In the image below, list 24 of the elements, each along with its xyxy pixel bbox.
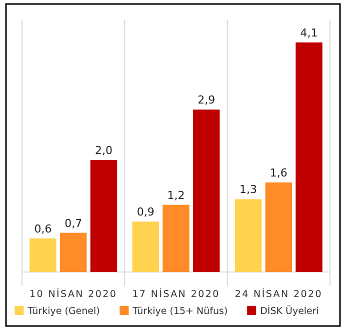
legend-label: Türkiye (15+ Nüfus): [132, 306, 228, 317]
data-label: 1,2: [167, 188, 185, 202]
data-label: 1,6: [270, 166, 288, 180]
data-label: 0,9: [136, 206, 154, 219]
data-label: 0,6: [34, 222, 52, 236]
data-label: 0,7: [64, 216, 82, 230]
x-tick-label: 24 NİSAN 2020: [234, 288, 322, 300]
bar: [234, 199, 262, 272]
bar: [90, 160, 118, 272]
data-label: 1,3: [240, 183, 258, 196]
data-label: 4,1: [300, 26, 318, 40]
bar: [265, 182, 292, 272]
legend-label: DİSK Üyeleri: [260, 305, 319, 317]
bar: [60, 232, 87, 272]
bar: [30, 238, 56, 272]
data-label: 2,0: [94, 144, 112, 157]
legend-label: Türkiye (Genel): [26, 306, 100, 317]
x-tick-label: 10 NİSAN 2020: [30, 288, 118, 300]
bar: [132, 222, 159, 272]
bar: [193, 110, 220, 272]
bar: [162, 204, 190, 272]
bar: [296, 42, 322, 272]
data-label: 2,9: [198, 94, 216, 107]
x-tick-label: 17 NİSAN 2020: [132, 288, 220, 300]
